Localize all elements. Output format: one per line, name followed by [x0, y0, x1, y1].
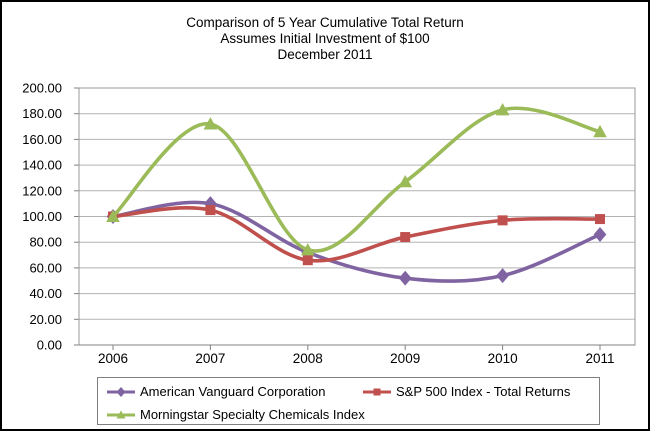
series-line-0 [111, 200, 602, 283]
chart-title-line2: Assumes Initial Investment of $100 [220, 31, 430, 46]
svg-text:140.00: 140.00 [22, 158, 62, 173]
y-gridlines [74, 87, 635, 346]
series-markers-2 [106, 103, 607, 256]
svg-text:120.00: 120.00 [22, 183, 62, 198]
series-line-2 [111, 106, 602, 253]
svg-text:60.00: 60.00 [29, 260, 62, 275]
legend-entry-american-vanguard: American Vanguard Corporation [106, 384, 325, 399]
chart-title-line3: December 2011 [277, 47, 373, 62]
legend-label-american-vanguard: American Vanguard Corporation [140, 384, 326, 399]
series-markers-1 [108, 205, 605, 266]
chart-title: Comparison of 5 Year Cumulative Total Re… [2, 15, 648, 63]
svg-text:2006: 2006 [98, 351, 128, 366]
legend-sample-square-icon [363, 388, 391, 395]
svg-text:100.00: 100.00 [22, 209, 62, 224]
svg-text:2009: 2009 [390, 351, 420, 366]
series-line-1 [111, 206, 602, 263]
svg-text:20.00: 20.00 [29, 312, 62, 327]
legend-label-sp500: S&P 500 Index - Total Returns [396, 384, 571, 399]
legend-sample-diamond-icon [107, 386, 135, 397]
svg-text:0.00: 0.00 [37, 338, 62, 353]
svg-text:40.00: 40.00 [29, 286, 62, 301]
svg-text:200.00: 200.00 [22, 81, 62, 96]
legend-sample-triangle-icon [107, 410, 135, 418]
legend-label-morningstar: Morningstar Specialty Chemicals Index [140, 407, 365, 422]
legend-entry-sp500: S&P 500 Index - Total Returns [362, 384, 570, 399]
svg-text:2010: 2010 [488, 351, 518, 366]
svg-text:80.00: 80.00 [29, 235, 62, 250]
svg-text:2007: 2007 [195, 351, 225, 366]
svg-text:160.00: 160.00 [22, 132, 62, 147]
svg-text:2008: 2008 [293, 351, 323, 366]
chart-title-line1: Comparison of 5 Year Cumulative Total Re… [186, 15, 464, 30]
svg-text:180.00: 180.00 [22, 106, 62, 121]
svg-text:2011: 2011 [585, 351, 614, 366]
legend-box: American Vanguard Corporation S&P 500 In… [97, 377, 600, 425]
legend-entry-morningstar: Morningstar Specialty Chemicals Index [106, 407, 365, 422]
x-axis-labels: 2006 2007 2008 2009 2010 2011 [98, 345, 615, 366]
y-axis-labels: 0.00 20.00 40.00 60.00 80.00 100.00 120.00 140.… [22, 81, 62, 353]
